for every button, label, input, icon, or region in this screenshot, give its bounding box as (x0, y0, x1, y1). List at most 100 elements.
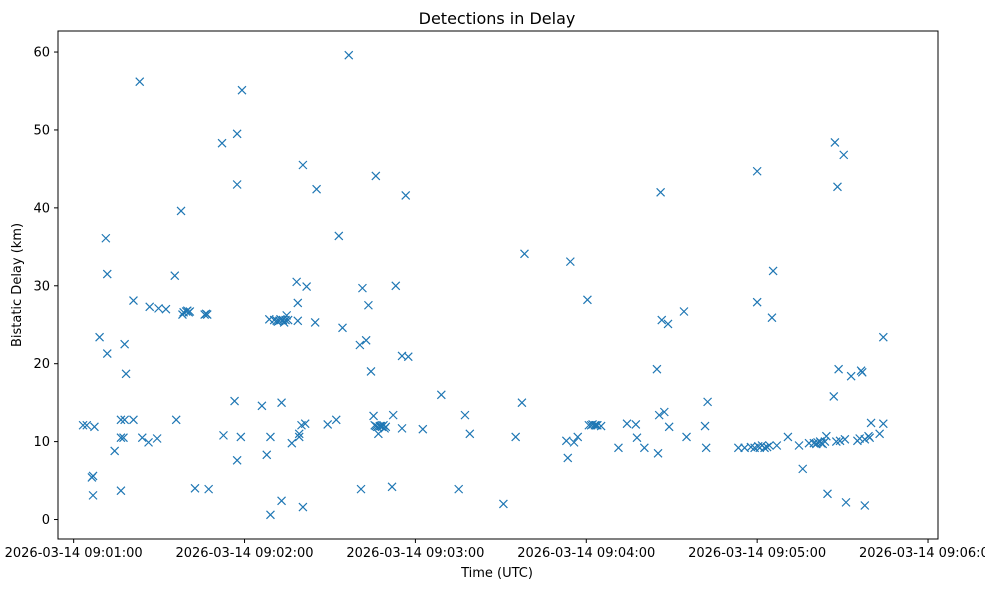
data-point (116, 415, 126, 425)
data-point (875, 429, 885, 439)
data-point (144, 437, 153, 447)
data-point (129, 296, 138, 306)
y-tick-label: 20 (33, 357, 50, 372)
data-point (202, 310, 212, 320)
data-points (78, 50, 888, 520)
data-point (369, 411, 378, 421)
x-tick-label: 2026-03-14 09:06:00 (859, 546, 985, 561)
data-point (381, 422, 391, 432)
data-point (145, 302, 155, 312)
data-point (622, 419, 632, 429)
data-point (752, 297, 762, 307)
data-point (841, 497, 851, 507)
data-point (161, 304, 171, 314)
data-point (839, 150, 849, 160)
data-point (498, 499, 508, 509)
data-point (82, 420, 92, 430)
data-point (102, 349, 112, 358)
x-axis-label: Time (UTC) (460, 566, 533, 581)
data-point (565, 257, 575, 267)
data-point (703, 397, 713, 407)
data-point (592, 420, 602, 430)
data-point (794, 441, 804, 450)
data-point (878, 332, 888, 342)
data-point (279, 317, 289, 327)
y-tick-label: 0 (42, 513, 50, 528)
data-point (293, 298, 303, 308)
chart-title: Detections in Delay (419, 9, 576, 28)
data-point (860, 501, 870, 510)
y-tick-label: 50 (33, 123, 50, 138)
data-point (363, 300, 373, 310)
data-point (371, 171, 381, 181)
data-point (323, 420, 333, 429)
data-point (679, 307, 689, 316)
data-point (657, 315, 667, 325)
data-point (230, 396, 239, 406)
data-point (846, 371, 856, 381)
data-point (356, 484, 366, 494)
data-point (857, 367, 867, 377)
data-point (834, 364, 844, 374)
data-point (656, 187, 666, 197)
data-point (835, 436, 845, 446)
data-point (257, 401, 267, 411)
data-point (358, 283, 367, 293)
data-point (129, 415, 138, 425)
data-point (664, 422, 674, 432)
y-tick-label: 10 (33, 435, 50, 450)
data-point (831, 437, 841, 447)
data-point (217, 138, 227, 148)
data-point (454, 484, 464, 494)
data-point (120, 339, 130, 349)
data-point (204, 484, 214, 494)
data-point (840, 434, 850, 444)
data-point (865, 433, 875, 443)
data-point (632, 433, 642, 443)
data-point (294, 429, 304, 439)
data-point (300, 419, 310, 429)
data-point (171, 415, 181, 425)
data-point (121, 369, 131, 379)
data-point (88, 471, 98, 481)
data-point (110, 446, 120, 456)
data-point (334, 231, 344, 241)
data-point (401, 190, 411, 200)
y-axis-label: Bistatic Delay (km) (10, 223, 25, 347)
data-point (101, 233, 111, 243)
data-point (283, 315, 293, 325)
data-point (878, 419, 888, 429)
data-point (391, 281, 401, 291)
data-point (152, 434, 162, 443)
data-point (116, 433, 126, 443)
data-point (298, 502, 308, 512)
data-point (820, 437, 830, 447)
data-point (387, 482, 397, 492)
data-point (764, 441, 774, 450)
data-point (767, 313, 777, 323)
data-point (287, 438, 297, 448)
data-point (614, 443, 623, 453)
data-point (436, 390, 446, 400)
y-tick-label: 40 (33, 201, 50, 216)
data-point (760, 443, 769, 453)
data-point (302, 282, 312, 291)
data-point (701, 443, 711, 453)
data-point (310, 317, 320, 327)
plot-frame (57, 30, 939, 540)
data-point (294, 432, 304, 442)
y-tick-label: 30 (33, 279, 50, 294)
data-point (355, 340, 365, 350)
data-point (798, 464, 808, 474)
data-point (232, 129, 242, 139)
data-point (573, 432, 583, 442)
y-axis-ticks: 0 10 20 30 40 50 60 (33, 46, 58, 528)
data-point (277, 398, 286, 408)
data-point (388, 410, 398, 420)
data-point (90, 422, 99, 432)
data-point (682, 432, 691, 442)
data-point (366, 367, 376, 376)
data-point (102, 269, 112, 279)
data-point (119, 433, 128, 443)
